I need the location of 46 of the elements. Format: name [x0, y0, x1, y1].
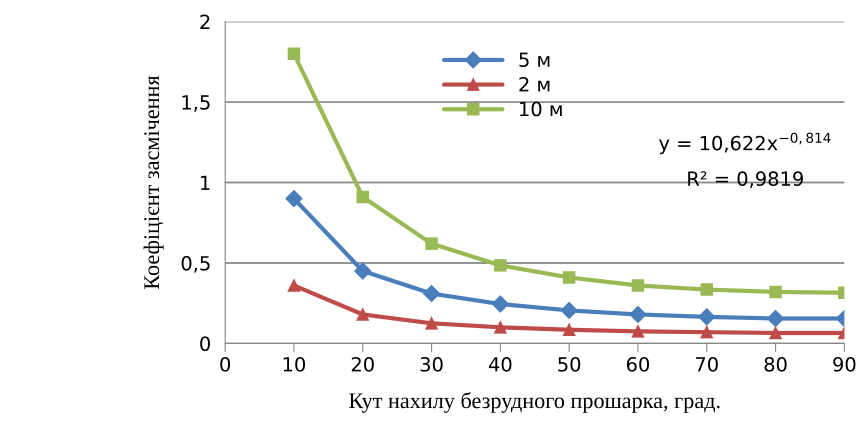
point	[698, 308, 716, 326]
point	[425, 317, 438, 330]
annotation: R² = 0,9819	[688, 171, 803, 188]
y-tick-label: 1,5	[182, 95, 210, 112]
point	[356, 190, 370, 204]
x-tick-label: 10	[284, 356, 306, 372]
x-tick-label: 80	[764, 356, 787, 372]
y-axis-title: Коефіцієнт засмічення	[144, 76, 164, 290]
point	[769, 326, 782, 340]
legend-label: 5 м	[519, 52, 550, 68]
point	[560, 302, 578, 320]
point	[494, 321, 507, 334]
legend-label: 2 м	[519, 76, 550, 92]
x-tick-label: 20	[352, 356, 374, 372]
x-tick-label: 50	[558, 356, 580, 372]
point	[767, 310, 784, 328]
point	[769, 286, 782, 298]
point	[562, 271, 576, 284]
x-tick-label: 30	[420, 356, 443, 372]
point	[629, 306, 647, 324]
y-tick-label: 1	[201, 176, 210, 190]
y-tick-label: 0,5	[182, 256, 210, 273]
point	[700, 326, 714, 338]
legend-label: 10 м	[520, 102, 562, 116]
x-tick-label: 0	[220, 356, 230, 372]
x-tick-label: 70	[696, 356, 718, 372]
point	[492, 295, 509, 313]
y-tick-label: 0	[200, 336, 210, 352]
point	[354, 262, 372, 280]
point	[423, 285, 440, 302]
point	[494, 259, 507, 272]
point	[288, 48, 300, 60]
x-tick-label: 60	[626, 356, 650, 372]
point	[562, 324, 576, 336]
point	[632, 325, 644, 338]
x-tick-label: 90	[833, 356, 856, 372]
point	[356, 308, 370, 321]
annotation: y = 10,622x$^{−0,814}$	[659, 132, 831, 154]
point	[288, 279, 300, 292]
y-tick-label: 2	[200, 14, 210, 29]
point	[425, 237, 438, 250]
x-axis-title: Кут нахилу безрудного прошарка, град.	[349, 392, 720, 413]
x-tick-label: 40	[488, 356, 512, 372]
point	[285, 190, 303, 208]
point	[700, 283, 714, 296]
point	[632, 279, 644, 292]
